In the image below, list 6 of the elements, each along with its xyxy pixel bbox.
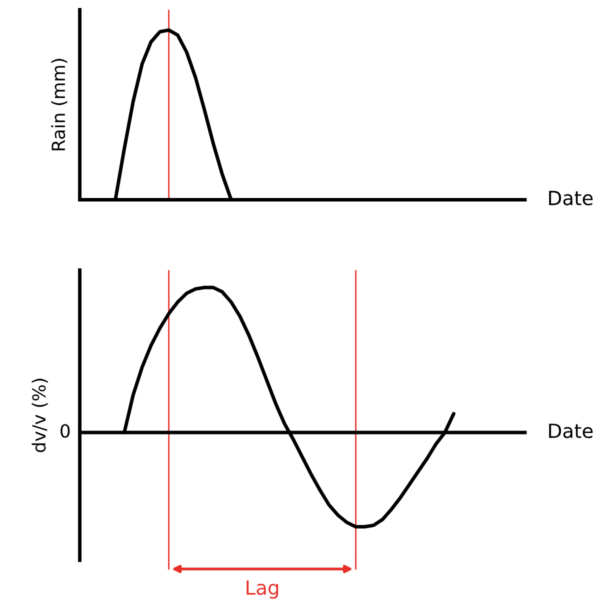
text: Lag — [246, 580, 278, 599]
text: 0 — [60, 424, 70, 438]
y-axis-title: Rain (mm) — [51, 58, 68, 150]
y-axis-title: dv/v (%) — [32, 378, 48, 452]
x-axis-title: Date — [549, 190, 593, 206]
x-axis-title: Date — [549, 424, 593, 438]
